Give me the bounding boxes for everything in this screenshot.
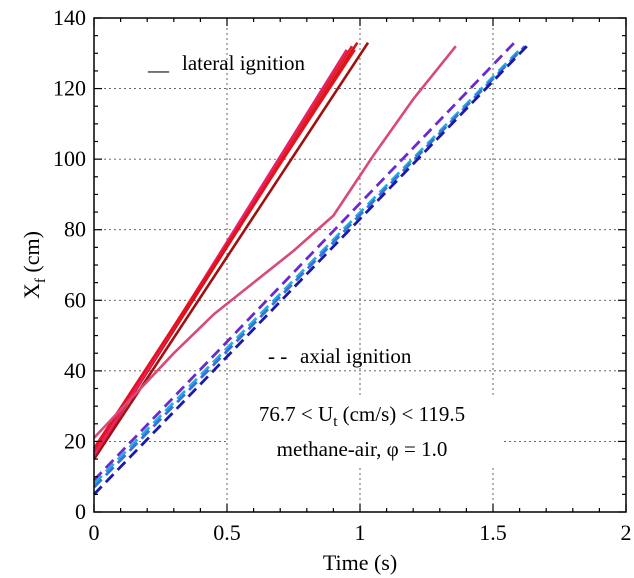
axial-series-line-8 [92,45,526,489]
annotation-mixture: methane-air, φ = 1.0 [277,437,448,461]
legend-lateral-label: lateral ignition [182,51,306,75]
y-tick-label: 100 [53,146,86,171]
legend-lateral: __ lateral ignition [147,51,306,75]
legend-axial-marker: - - [268,344,287,368]
legend-axial-label: axial ignition [300,344,412,368]
lateral-series-line-0 [92,41,370,460]
y-axis-label: Xf (cm) [19,231,49,299]
axial-series-line-9 [92,41,532,496]
y-tick-label: 0 [75,499,86,524]
lateral-series-line-3 [92,49,348,457]
annotation-velocity-range: 76.7 < Ut (cm/s) < 119.5 [259,402,465,430]
ticks [93,17,627,513]
y-tick-label: 120 [53,76,86,101]
x-tick-label: 0 [89,520,100,545]
y-tick-label: 80 [64,217,86,242]
x-tick-label: 1.5 [479,520,507,545]
annotation-velocity-sub: t [333,414,338,430]
x-axis-label: Time (s) [323,550,397,575]
y-axis-label-unit: (cm) [19,231,44,278]
x-tick-label: 0.5 [213,520,241,545]
x-tick-label: 1 [355,520,366,545]
y-axis-label-main: X [19,283,44,299]
y-tick-label: 140 [53,5,86,30]
annotation-velocity-pre: 76.7 < U [259,402,333,426]
y-tick-label: 60 [64,287,86,312]
legend-axial: - - axial ignition [268,344,412,368]
annotation-velocity-post: (cm/s) < 119.5 [337,402,465,426]
y-axis-label-sub: f [33,278,49,283]
annotation-background [228,397,504,467]
x-tick-label: 2 [621,520,632,545]
lateral-series-line-4 [92,49,356,450]
series-group [92,41,532,496]
y-tick-label: 20 [64,428,86,453]
y-tick-label: 40 [64,358,86,383]
legend-lateral-marker: __ [147,51,170,75]
lateral-series-line-5 [93,45,457,439]
